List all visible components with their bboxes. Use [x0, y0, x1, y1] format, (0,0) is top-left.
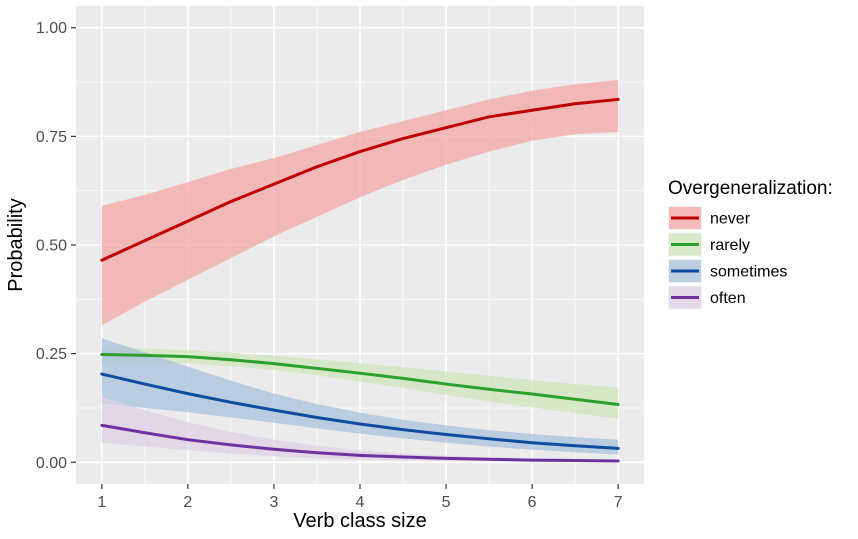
ribbon-rarely [101, 347, 619, 419]
y-tick-label: 0.00 [36, 455, 67, 472]
x-tick-label: 6 [528, 494, 537, 511]
x-axis-title: Verb class size [293, 510, 426, 532]
x-tick-label: 7 [614, 494, 623, 511]
legend-label-rarely: rarely [710, 237, 750, 254]
line-often [100, 423, 620, 463]
x-tick-label: 5 [442, 494, 451, 511]
y-tick-label: 0.25 [36, 346, 67, 363]
y-axis-title: Probability [5, 198, 27, 291]
x-tick-label: 1 [97, 494, 106, 511]
x-axis: 1 2 3 4 5 6 7 [97, 484, 623, 511]
y-tick-label: 0.75 [36, 129, 67, 146]
legend-title: Overgeneralization: [668, 178, 833, 199]
series-lines [100, 97, 620, 463]
legend-label-never: never [710, 211, 751, 228]
y-axis: 0.00 0.25 0.50 0.75 1.00 [36, 20, 76, 472]
y-tick-label: 0.50 [36, 238, 67, 255]
line-rarely [100, 353, 620, 406]
line-sometimes [100, 372, 620, 450]
y-tick-label: 1.00 [36, 20, 67, 37]
legend-label-often: often [710, 290, 746, 307]
x-tick-label: 2 [183, 494, 192, 511]
legend-items: never rarely sometimes often [668, 206, 787, 310]
ribbon-never [101, 79, 619, 326]
major-gridlines [76, 6, 644, 484]
legend: Overgeneralization: never rarely sometimes… [668, 178, 833, 310]
legend-label-sometimes: sometimes [710, 264, 787, 281]
line-never [100, 97, 620, 262]
x-tick-label: 3 [269, 494, 278, 511]
x-tick-label: 4 [356, 494, 365, 511]
